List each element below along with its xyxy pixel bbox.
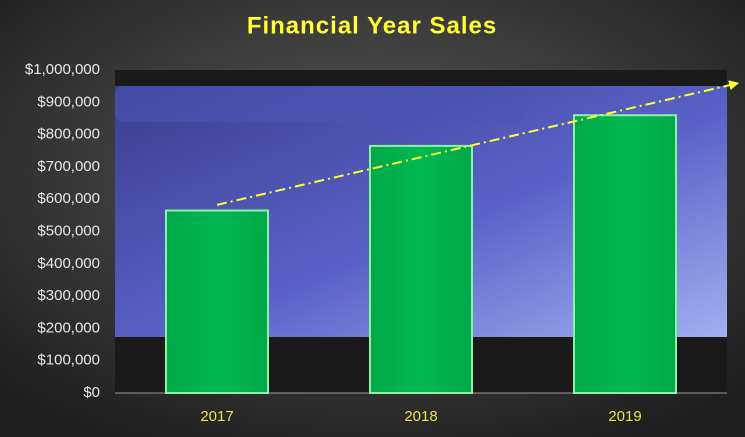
y-tick-label: $600,000 xyxy=(37,190,100,207)
y-tick-label: $800,000 xyxy=(37,126,100,143)
y-tick-label: $300,000 xyxy=(37,287,100,304)
y-tick-label: $200,000 xyxy=(37,319,100,336)
y-tick-label: $500,000 xyxy=(37,222,100,239)
y-tick-label: $400,000 xyxy=(37,255,100,272)
x-tick-label: 2017 xyxy=(200,408,233,425)
y-tick-label: $0 xyxy=(83,384,100,401)
x-tick-label: 2019 xyxy=(608,408,641,425)
y-tick-label: $700,000 xyxy=(37,158,100,175)
x-tick-label: 2018 xyxy=(404,408,437,425)
y-tick-label: $1,000,000 xyxy=(25,61,100,78)
bar xyxy=(369,144,473,394)
chart-title: Financial Year Sales xyxy=(247,12,497,39)
y-tick-label: $900,000 xyxy=(37,93,100,110)
bar xyxy=(573,114,677,394)
plot-decoration xyxy=(115,86,525,122)
y-tick-label: $100,000 xyxy=(37,352,100,369)
trend-line xyxy=(216,80,740,206)
bar xyxy=(165,209,269,394)
